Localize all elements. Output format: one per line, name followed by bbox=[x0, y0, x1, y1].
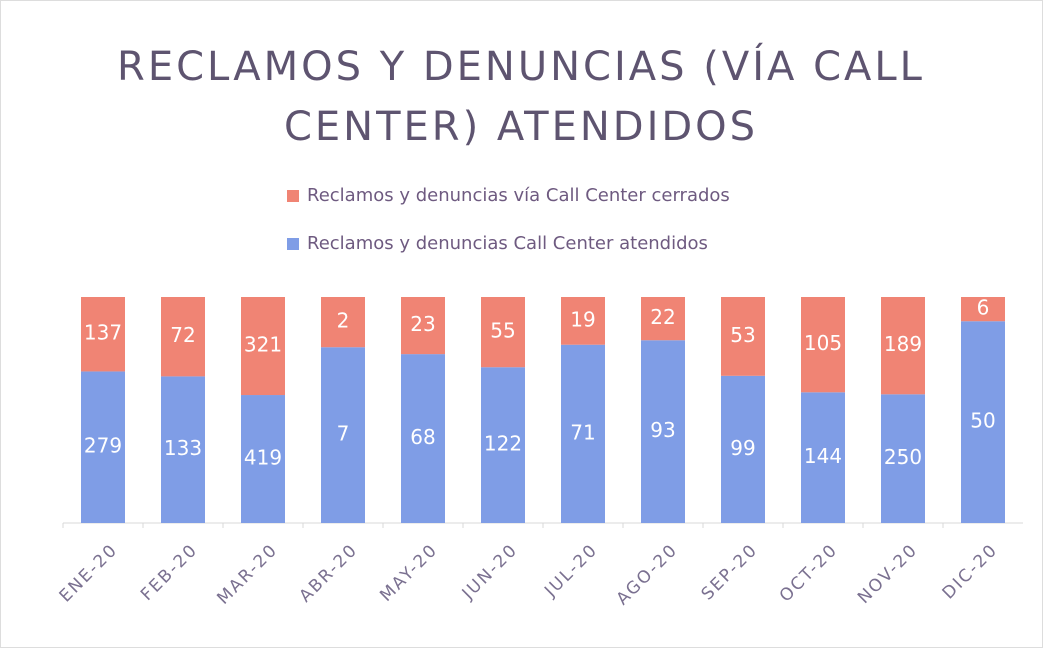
data-label: 321 bbox=[244, 333, 282, 357]
data-label: 2 bbox=[337, 309, 350, 333]
bar-segment bbox=[641, 340, 685, 523]
x-tick-label: OCT-20 bbox=[776, 540, 842, 606]
x-tick-label: AGO-20 bbox=[613, 540, 682, 609]
data-label: 144 bbox=[804, 444, 842, 468]
data-label: 50 bbox=[970, 409, 995, 433]
bar-segment bbox=[81, 297, 125, 372]
bar-segment bbox=[961, 321, 1005, 523]
x-tick-label: JUL-20 bbox=[540, 540, 602, 602]
bar-segment bbox=[401, 354, 445, 523]
bar-segment bbox=[881, 394, 925, 523]
bar-segment bbox=[321, 297, 365, 348]
data-label: 133 bbox=[164, 436, 202, 460]
chart-title: RECLAMOS Y DENUNCIAS (VÍA CALL CENTER) A… bbox=[117, 44, 925, 150]
x-tick-label: NOV-20 bbox=[854, 540, 922, 608]
data-label: 7 bbox=[337, 422, 350, 446]
data-label: 279 bbox=[84, 434, 122, 458]
data-label: 71 bbox=[570, 420, 595, 444]
data-label: 53 bbox=[730, 323, 755, 347]
x-tick-label: MAY-20 bbox=[376, 540, 442, 606]
data-label: 419 bbox=[244, 446, 282, 470]
data-label: 23 bbox=[410, 312, 435, 336]
bar-segment bbox=[801, 392, 845, 523]
bar-segment bbox=[561, 297, 605, 345]
legend-label: Reclamos y denuncias Call Center atendid… bbox=[307, 233, 708, 254]
bar-segment bbox=[721, 375, 765, 523]
bar-segment bbox=[401, 297, 445, 355]
legend-swatch bbox=[287, 238, 299, 250]
data-label: 6 bbox=[977, 296, 990, 320]
data-label: 68 bbox=[410, 425, 435, 449]
data-label: 189 bbox=[884, 332, 922, 356]
data-label: 122 bbox=[484, 432, 522, 456]
bar-segment bbox=[161, 376, 205, 523]
x-tick-label: SEP-20 bbox=[698, 540, 762, 604]
bar-segment bbox=[321, 347, 365, 523]
bar-segment bbox=[881, 297, 925, 395]
data-label: 99 bbox=[730, 436, 755, 460]
data-label: 55 bbox=[490, 319, 515, 343]
x-tick-label: MAR-20 bbox=[213, 540, 282, 609]
data-label: 93 bbox=[650, 418, 675, 442]
bar-segment bbox=[561, 344, 605, 523]
bar-segment bbox=[641, 297, 685, 341]
bar-segment bbox=[721, 297, 765, 376]
bar-segment bbox=[961, 297, 1005, 322]
x-tick-label: ABR-20 bbox=[295, 540, 362, 607]
legend-swatch bbox=[287, 190, 299, 202]
data-label: 22 bbox=[650, 305, 675, 329]
x-tick-label: ENE-20 bbox=[56, 540, 122, 606]
data-label: 19 bbox=[570, 307, 595, 331]
data-label: 137 bbox=[84, 321, 122, 345]
bar-segment bbox=[81, 371, 125, 523]
x-tick-label: FEB-20 bbox=[137, 540, 202, 605]
data-label: 250 bbox=[884, 445, 922, 469]
bar-segment bbox=[801, 297, 845, 393]
bar-segment bbox=[241, 395, 285, 523]
x-tick-label: DIC-20 bbox=[939, 540, 1002, 603]
x-tick-label: JUN-20 bbox=[458, 540, 522, 604]
data-label: 105 bbox=[804, 331, 842, 355]
legend-label: Reclamos y denuncias vía Call Center cer… bbox=[307, 185, 730, 206]
data-label: 72 bbox=[170, 323, 195, 347]
bar-segment bbox=[161, 297, 205, 377]
bar-segment bbox=[481, 367, 525, 523]
bar-segment bbox=[241, 297, 285, 396]
bar-segment bbox=[481, 297, 525, 368]
